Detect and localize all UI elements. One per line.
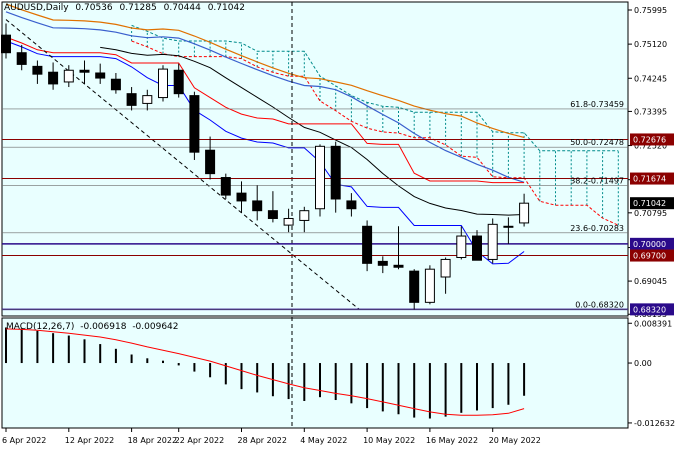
candle-body [283,217,294,226]
macd-plot-area [1,317,629,429]
kijun-line [5,36,525,184]
price-marker-label: 0.69700 [633,252,666,261]
candle-body [95,72,106,79]
candle-body [158,68,168,99]
candle-body [205,149,216,175]
orange-ma-line [5,3,525,138]
fibo-label: 61.8-0.73459 [570,100,624,109]
candle-body [472,235,482,261]
trend-line [5,19,360,310]
candle-body [48,71,59,85]
open-value: 0.70536 [75,3,113,13]
candle-body [299,210,310,221]
candle-body [63,69,74,83]
candle-body [346,200,357,210]
candle-body [32,65,43,75]
time-axis-label: 6 Apr 2022 [2,436,46,445]
candle-body [409,270,420,303]
candle-body [393,264,404,268]
black-ma-line [100,46,525,216]
price-marker-box [630,197,674,210]
price-axis-tick-label: 0.75120 [634,40,667,49]
candle-body [142,95,153,104]
price-axis-tick-label: 0.73395 [634,107,667,116]
price-marker-label: 0.71674 [633,175,666,184]
time-axis-label: 16 May 2022 [426,436,478,445]
candle-body [456,235,467,258]
candle-body [236,192,247,202]
price-axis-tick-label: 0.75995 [634,6,667,15]
time-axis-label: 20 May 2022 [489,436,541,445]
candle-body [440,258,451,278]
macd-axis-tick-label: 0.00 [634,359,652,368]
candle-body [126,93,137,106]
time-axis-label: 12 Apr 2022 [65,436,114,445]
candle-body [487,223,498,260]
price-marker-box [630,303,674,316]
price-marker-box [630,237,674,250]
price-marker-label: 0.68320 [633,305,666,314]
price-marker-label: 0.72676 [633,135,666,144]
price-marker-box [630,249,674,262]
time-axis-label: 10 May 2022 [363,436,415,445]
fibo-label: 23.6-0.70283 [570,224,624,233]
candle-body [79,69,90,73]
candle-body [252,200,263,212]
macd-info-bar: MACD(12,26,7) -0.006918 -0.009642 [6,322,182,332]
blue-ma-line [5,11,525,183]
macd-axis-tick-label: 0.008391 [634,319,672,328]
price-axis-tick-label: 0.69045 [634,277,667,286]
macd-signal-line [5,328,525,416]
time-axis-label: 18 Apr 2022 [128,436,177,445]
candle-body [1,34,11,54]
macd-main-value: -0.006918 [80,322,127,332]
high-value: 0.71285 [119,3,157,13]
candle-body [220,177,231,196]
time-axis-label: 4 May 2022 [300,436,347,445]
price-axis-tick-label: 0.72520 [634,142,667,151]
fibo-label: 38.2-0.71497 [570,176,624,185]
price-axis-tick-label: 0.70795 [634,209,667,218]
price-marker-label: 0.70000 [633,240,666,249]
candle-body [519,202,530,224]
candle-body [424,268,435,303]
time-axis-label: 28 Apr 2022 [238,436,287,445]
low-value: 0.70444 [163,3,201,13]
senkou-span-a-line [131,40,619,226]
fibo-label: 0.0-0.68320 [575,300,624,309]
close-value: 0.71042 [207,3,245,13]
candle-body [189,95,200,153]
candle-body [362,225,373,264]
price-marker-box [630,172,674,185]
candle-body [16,52,27,65]
fibo-label: 50.0-0.72478 [570,138,624,147]
candle-body [330,145,341,200]
macd-signal-value: -0.009642 [132,322,179,332]
macd-axis-tick-label: -0.012632 [634,419,675,428]
candle-body [173,69,184,95]
candle-body [315,145,325,210]
symbol-label: AUDUSD,Daily [4,3,69,13]
price-axis-tick-label: 0.74245 [634,74,667,83]
candle-body [377,260,388,266]
price-marker-box [630,133,674,146]
candle-body [110,78,121,91]
candle-body [503,225,514,228]
macd-label: MACD(12,26,7) [6,322,75,332]
symbol-info-bar: AUDUSD,Daily 0.70536 0.71285 0.70444 0.7… [4,3,249,13]
time-axis-label: 22 Apr 2022 [175,436,224,445]
candle-body [267,210,278,219]
price-marker-label: 0.71042 [633,199,666,208]
tenkan-line [5,40,525,265]
